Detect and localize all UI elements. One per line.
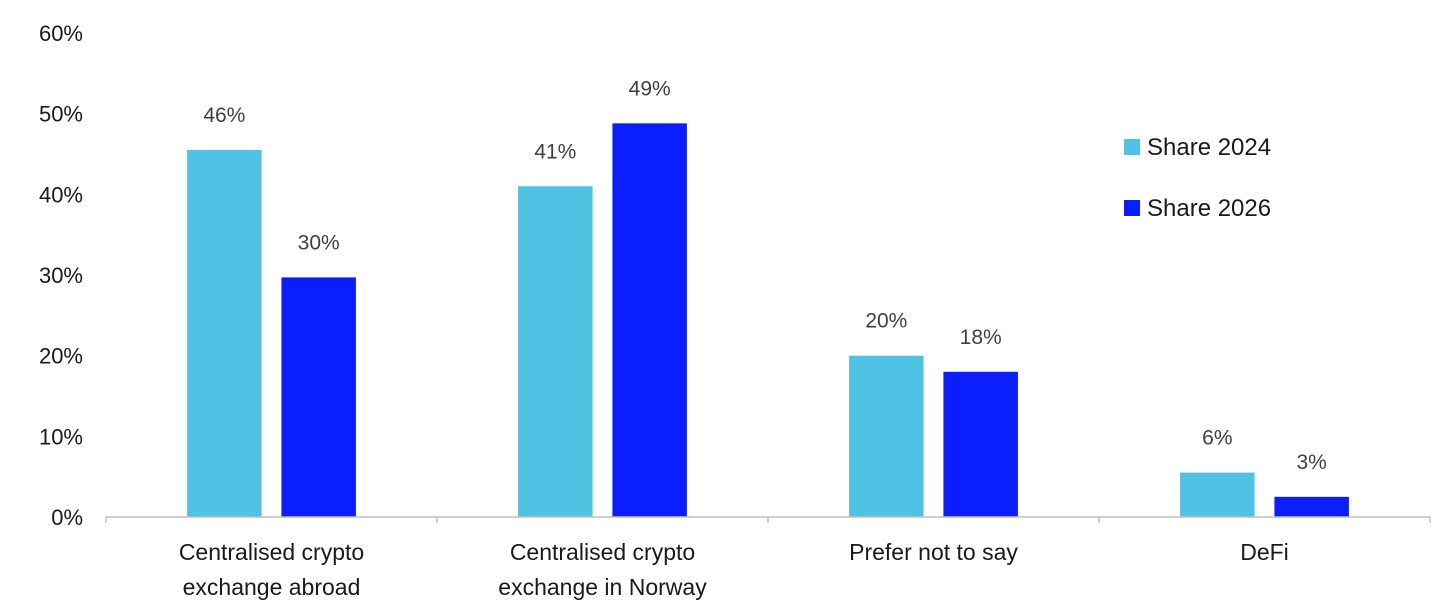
bar-share-2026 — [612, 123, 687, 517]
category-label: Prefer not to say — [849, 539, 1018, 565]
bar-share-2024 — [518, 186, 593, 517]
y-tick-label: 0% — [51, 505, 83, 530]
bar-share-2026 — [1274, 496, 1349, 517]
bars — [187, 123, 1349, 517]
category-labels: Centralised crypto exchange abroad Central… — [179, 539, 1289, 600]
category-label: exchange abroad — [183, 574, 361, 600]
bar-share-2026 — [281, 277, 356, 517]
legend-swatch — [1124, 200, 1140, 216]
y-tick-label: 10% — [39, 424, 83, 449]
data-labels: 46% 41% 20% 6% 30% 49% 18% 3% — [203, 77, 1327, 473]
x-axis-tick-marks — [105, 517, 1431, 523]
y-tick-label: 50% — [39, 102, 83, 127]
legend: Share 2024 Share 2026 — [1124, 134, 1271, 222]
bar-share-2026 — [943, 371, 1018, 517]
category-label: Centralised crypto — [179, 539, 364, 565]
bar-share-2024 — [1180, 472, 1255, 517]
y-tick-label: 20% — [39, 344, 83, 369]
data-label: 18% — [960, 326, 1002, 349]
category-label: Centralised crypto — [510, 539, 695, 565]
y-tick-label: 40% — [39, 182, 83, 207]
data-label: 30% — [298, 231, 340, 254]
y-tick-label: 60% — [39, 21, 83, 46]
y-axis-ticks: 0% 10% 20% 30% 40% 50% 60% — [39, 21, 83, 530]
data-label: 46% — [203, 104, 245, 127]
bar-share-2024 — [187, 149, 262, 517]
data-label: 49% — [629, 77, 671, 100]
legend-swatch — [1124, 139, 1140, 155]
y-tick-label: 30% — [39, 263, 83, 288]
category-label: exchange in Norway — [498, 574, 707, 600]
data-label: 3% — [1296, 451, 1326, 474]
category-label: DeFi — [1240, 539, 1289, 565]
legend-label: Share 2026 — [1147, 195, 1271, 222]
legend-label: Share 2024 — [1147, 134, 1271, 161]
data-label: 20% — [865, 310, 907, 333]
bar-share-2024 — [849, 355, 924, 517]
data-label: 41% — [534, 140, 576, 163]
data-label: 6% — [1202, 427, 1232, 450]
